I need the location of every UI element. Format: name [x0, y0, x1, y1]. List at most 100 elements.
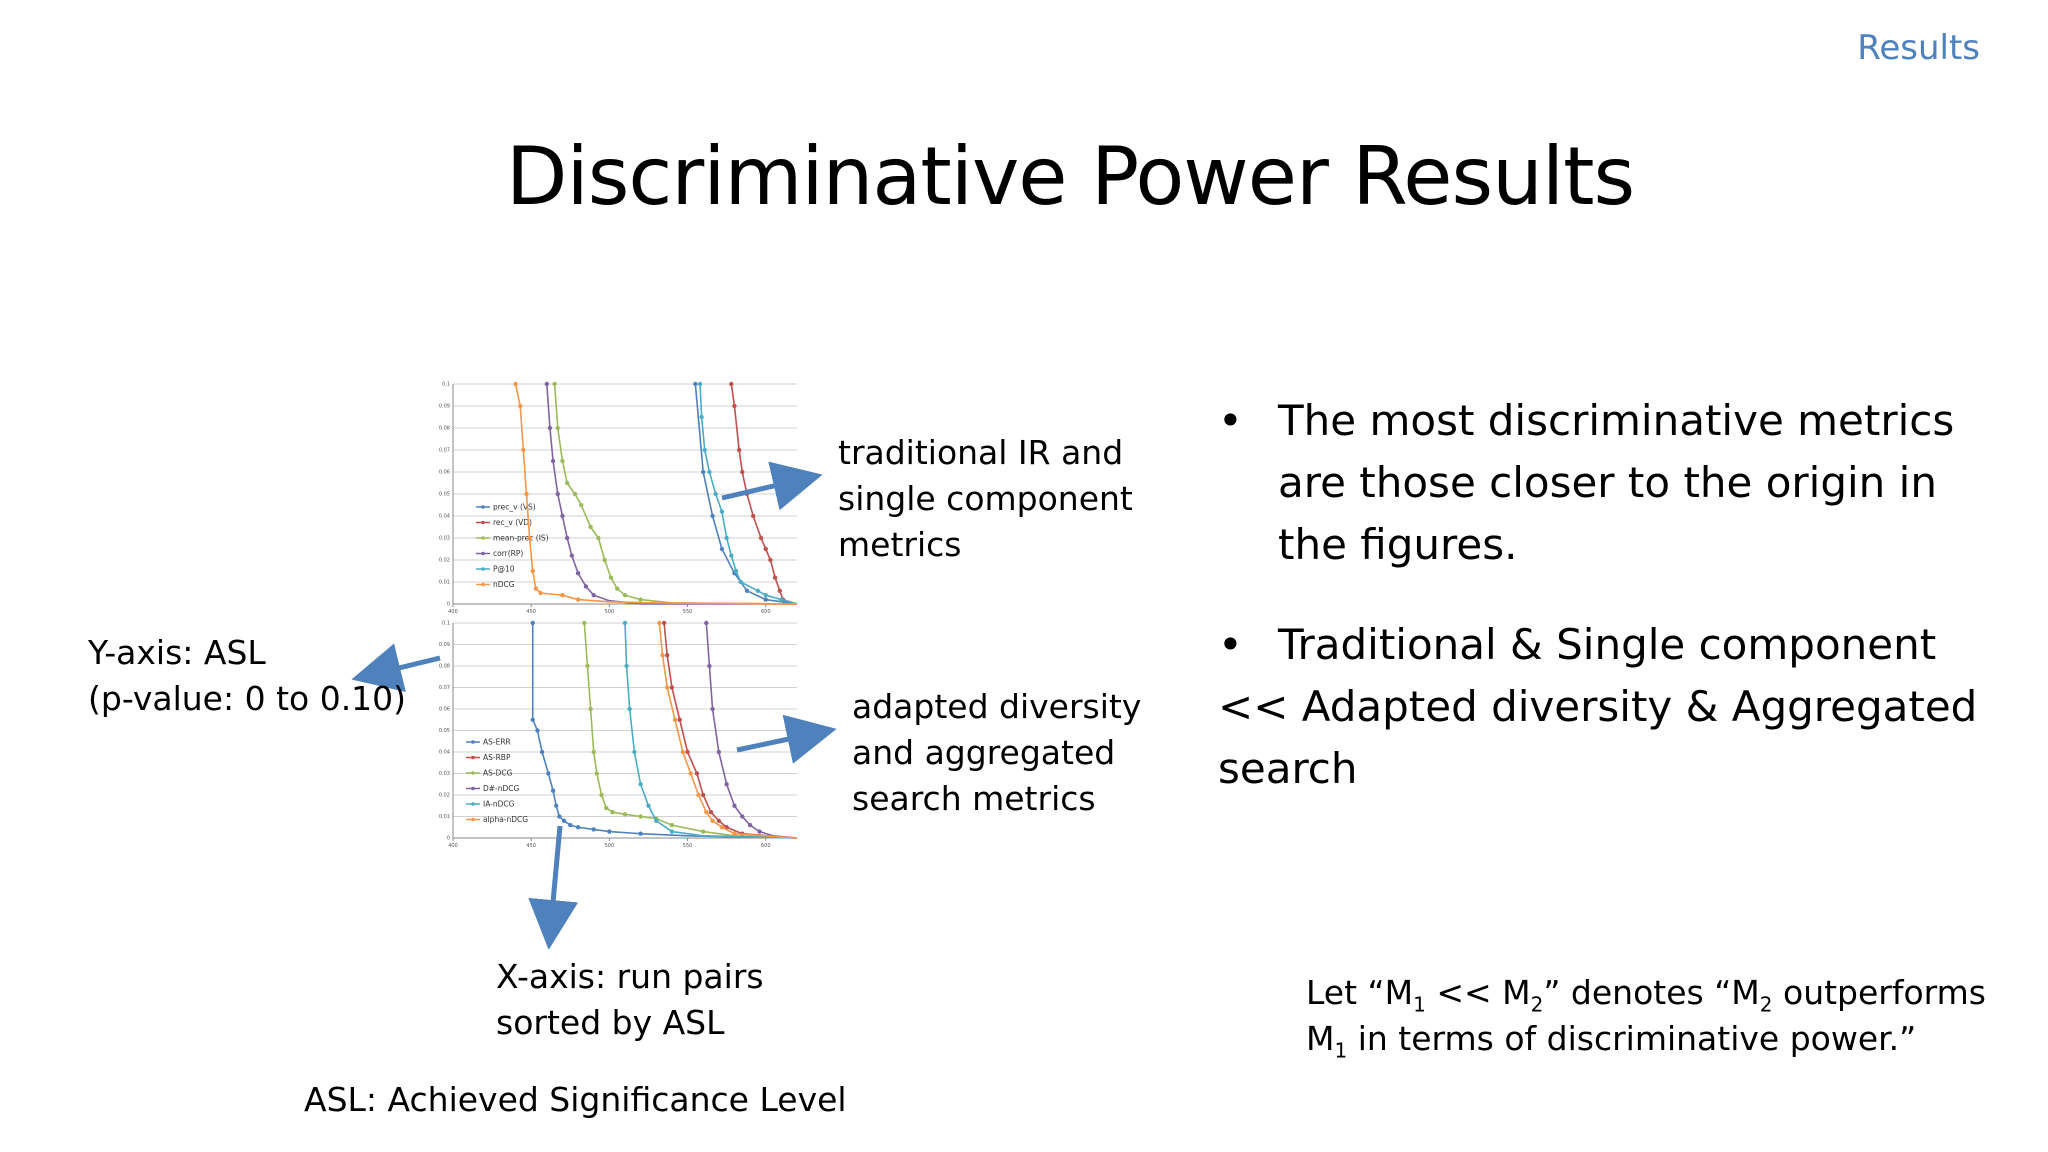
series-marker [557, 814, 562, 819]
series-marker [779, 597, 784, 602]
series-marker [732, 831, 737, 836]
series-marker [747, 822, 753, 828]
series-marker [763, 593, 768, 598]
x-tick-label: 550 [683, 843, 693, 849]
series-marker [552, 381, 557, 387]
annotation-line: (p-value: 0 to 0.10) [88, 679, 407, 718]
series-marker [539, 749, 545, 755]
series-marker [665, 653, 670, 658]
y-tick-label: 0.02 [439, 793, 450, 799]
series-marker [588, 524, 593, 530]
series-marker [610, 810, 615, 815]
y-tick-label: 0.07 [439, 448, 450, 454]
series-marker [660, 653, 665, 658]
y-tick-label: 0.09 [439, 404, 450, 410]
series-marker [518, 403, 523, 409]
legend-marker [471, 802, 475, 806]
series-marker [638, 814, 643, 819]
series-marker [547, 425, 553, 431]
annotation-line: X-axis: run pairs [496, 957, 764, 996]
series-marker [672, 717, 678, 722]
series-marker [638, 782, 643, 787]
series-marker [738, 579, 743, 585]
series-marker [708, 810, 714, 815]
legend-marker [471, 786, 475, 791]
series-marker [719, 509, 725, 514]
series-marker [685, 749, 690, 755]
x-tick-label: 400 [448, 609, 458, 615]
series-marker [554, 803, 559, 808]
series-marker [710, 706, 715, 712]
series-marker [602, 557, 607, 563]
legend-marker [481, 520, 485, 525]
annotation-xaxis: X-axis: run pairs sorted by ASL [496, 954, 764, 1046]
series-marker [530, 568, 535, 574]
series-marker [624, 663, 629, 669]
series-marker [544, 381, 550, 387]
series-marker [744, 588, 750, 593]
series-marker [661, 620, 667, 626]
series-marker [669, 829, 675, 834]
series-marker [575, 825, 581, 830]
series-marker [533, 586, 539, 591]
legend-marker [481, 505, 485, 509]
bullet-item: • The most discriminative metrics are th… [1218, 390, 2018, 576]
series-marker [627, 706, 632, 712]
annotation-line: Y-axis: ASL [88, 633, 266, 672]
annotation-yaxis: Y-axis: ASL (p-value: 0 to 0.10) [88, 630, 406, 722]
series-marker [719, 546, 725, 552]
series-marker [555, 491, 560, 497]
series-marker [716, 818, 722, 823]
x-tick-label: 550 [683, 609, 693, 615]
series-marker [588, 706, 593, 712]
annotation-line: sorted by ASL [496, 1003, 725, 1042]
series-marker [579, 502, 584, 508]
legend-marker [471, 755, 475, 760]
series-marker [700, 792, 706, 798]
legend-label: AS-ERR [483, 738, 511, 747]
series-line-0 [694, 383, 798, 605]
annotation-line: search metrics [852, 779, 1096, 818]
series-marker [751, 513, 756, 519]
bullet-list: • The most discriminative metrics are th… [1218, 390, 2018, 838]
legend-label: D#-nDCG [483, 784, 520, 793]
series-marker [777, 588, 782, 593]
bullet-dot: • [1218, 396, 1243, 445]
legend-marker [471, 817, 475, 822]
legend-label: mean-prec (IS) [493, 534, 549, 543]
series-marker [535, 728, 540, 733]
note-subscript: 1 [1413, 992, 1426, 1017]
bullet-dot: • [1218, 620, 1243, 669]
bullet-text: The most discriminative metrics are thos… [1278, 396, 1955, 569]
y-tick-label: 0.1 [442, 382, 450, 388]
y-tick-label: 0.05 [439, 492, 450, 498]
legend-marker [481, 567, 485, 571]
series-marker [591, 827, 596, 832]
series-marker [632, 749, 637, 755]
legend-label: alpha-nDCG [483, 815, 528, 824]
series-marker [572, 491, 578, 497]
series-marker [700, 469, 706, 475]
y-tick-label: 0 [447, 836, 450, 842]
y-tick-label: 0.04 [439, 514, 450, 520]
note-text: << M [1425, 973, 1531, 1012]
legend-marker [481, 536, 485, 540]
series-marker [736, 447, 742, 453]
series-marker [583, 584, 589, 589]
series-marker [763, 546, 768, 552]
annotation-line: single component [838, 479, 1133, 518]
chart-adapted-metrics: 0 0.01 0.02 0.03 0.04 0.05 0.06 0.07 0.08 0.09 0.1… [439, 620, 798, 849]
series-marker [724, 782, 729, 787]
arrow-traditional [721, 461, 823, 511]
series-marker [696, 792, 701, 798]
series-marker [710, 818, 715, 823]
series-marker [564, 535, 570, 541]
y-tick-label: 0.06 [439, 707, 450, 713]
y-tick-label: 0.07 [439, 685, 450, 691]
y-tick-label: 0.08 [439, 426, 450, 432]
note-text: in terms of discriminative power.” [1347, 1019, 1917, 1058]
series-marker [693, 381, 698, 387]
series-marker [755, 588, 761, 593]
notation-note: Let “M1 << M2” denotes “M2 outperforms M… [1306, 970, 1986, 1062]
series-marker [732, 803, 737, 808]
